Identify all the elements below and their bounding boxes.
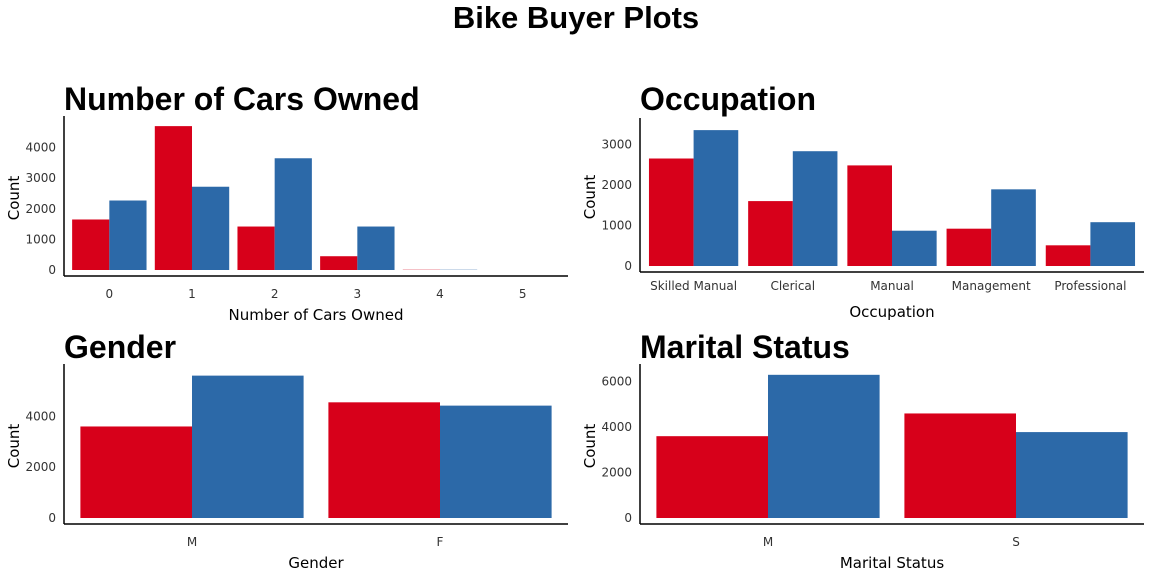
y-tick-label: 3000 bbox=[25, 171, 56, 185]
bar bbox=[192, 186, 230, 270]
chart-panel-marital-status: Marital Status 0 2000 4000 6000 Count M S Marita… bbox=[581, 329, 1144, 572]
y-tick-label: 2000 bbox=[601, 178, 632, 192]
y-tick-label: 0 bbox=[624, 511, 632, 525]
y-tick-label: 2000 bbox=[601, 466, 632, 480]
x-axis-label: Marital Status bbox=[840, 554, 944, 572]
bar bbox=[274, 158, 312, 270]
y-axis-label: Count bbox=[581, 424, 599, 469]
x-tick-label: 1 bbox=[188, 287, 196, 301]
bar bbox=[892, 230, 937, 266]
x-tick-label: M bbox=[763, 535, 773, 549]
panel-title: Number of Cars Owned bbox=[64, 81, 420, 117]
chart-panel-occupation: Occupation 0 1000 2000 3000 Count Skilled Manu… bbox=[581, 81, 1144, 321]
y-tick-label: 1000 bbox=[601, 218, 632, 232]
bar bbox=[357, 226, 395, 270]
x-tick-label: Management bbox=[952, 279, 1031, 293]
x-tick-label: F bbox=[437, 535, 444, 549]
bar bbox=[109, 200, 147, 270]
bar bbox=[440, 405, 552, 518]
bar bbox=[328, 402, 440, 518]
bar bbox=[748, 201, 793, 266]
bar bbox=[80, 426, 192, 518]
bar bbox=[904, 413, 1016, 518]
x-tick-label: 5 bbox=[519, 287, 527, 301]
x-axis-label: Gender bbox=[288, 554, 344, 572]
y-tick-label: 6000 bbox=[601, 375, 632, 389]
y-tick-label: 4000 bbox=[25, 141, 56, 155]
x-tick-label: 3 bbox=[354, 287, 362, 301]
chart-panel-cars-owned: Number of Cars Owned 0 1000 2000 3000 4000 Cou… bbox=[5, 81, 568, 324]
bar bbox=[656, 436, 768, 518]
panel-title: Marital Status bbox=[640, 329, 850, 365]
bar bbox=[1016, 432, 1128, 518]
y-tick-label: 0 bbox=[48, 263, 56, 277]
y-axis-label: Count bbox=[5, 176, 23, 221]
bar bbox=[154, 126, 192, 270]
x-tick-label: Manual bbox=[870, 279, 914, 293]
bar bbox=[792, 151, 838, 266]
x-tick-label: S bbox=[1012, 535, 1020, 549]
y-tick-label: 1000 bbox=[25, 232, 56, 246]
x-tick-label: 2 bbox=[271, 287, 279, 301]
y-axis-label: Count bbox=[581, 175, 599, 220]
x-axis-label: Number of Cars Owned bbox=[229, 306, 404, 324]
y-tick-label: 0 bbox=[48, 511, 56, 525]
panel-title: Occupation bbox=[640, 81, 816, 117]
figure-title: Bike Buyer Plots bbox=[452, 0, 700, 35]
bar bbox=[320, 256, 358, 270]
x-tick-label: 0 bbox=[106, 287, 114, 301]
bar bbox=[991, 189, 1036, 266]
bar bbox=[1045, 245, 1091, 266]
bar bbox=[237, 226, 275, 270]
y-tick-label: 3000 bbox=[601, 137, 632, 151]
x-tick-label: Professional bbox=[1054, 279, 1126, 293]
x-tick-label: Clerical bbox=[770, 279, 815, 293]
bar bbox=[1090, 222, 1136, 266]
bar bbox=[768, 374, 880, 518]
bar bbox=[192, 375, 304, 518]
bar bbox=[72, 219, 110, 270]
x-axis-label: Occupation bbox=[849, 303, 934, 321]
y-tick-label: 0 bbox=[624, 259, 632, 273]
y-tick-label: 2000 bbox=[25, 202, 56, 216]
x-tick-label: M bbox=[187, 535, 197, 549]
panel-title: Gender bbox=[64, 329, 176, 365]
y-tick-label: 4000 bbox=[601, 420, 632, 434]
bar bbox=[693, 130, 739, 266]
bar bbox=[847, 165, 892, 266]
y-tick-label: 2000 bbox=[25, 460, 56, 474]
y-tick-label: 4000 bbox=[25, 409, 56, 423]
x-tick-label: 4 bbox=[436, 287, 444, 301]
y-axis-label: Count bbox=[5, 424, 23, 469]
bar bbox=[946, 228, 992, 266]
bar bbox=[648, 158, 694, 266]
x-tick-label: Skilled Manual bbox=[650, 279, 737, 293]
